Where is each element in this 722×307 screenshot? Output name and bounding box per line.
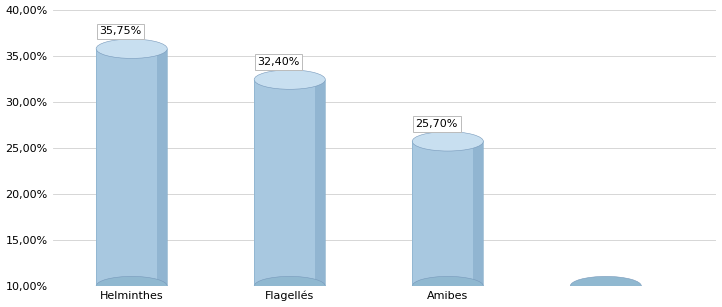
Bar bbox=[254, 80, 326, 286]
Ellipse shape bbox=[96, 39, 168, 58]
Bar bbox=[315, 80, 326, 286]
Bar bbox=[631, 286, 641, 307]
Bar bbox=[157, 49, 168, 286]
Ellipse shape bbox=[570, 276, 641, 296]
Ellipse shape bbox=[254, 276, 326, 296]
Bar bbox=[473, 141, 483, 286]
Text: 32,40%: 32,40% bbox=[257, 57, 300, 67]
Text: 25,70%: 25,70% bbox=[415, 119, 458, 129]
Ellipse shape bbox=[412, 132, 483, 151]
Text: 35,75%: 35,75% bbox=[100, 26, 142, 36]
Bar bbox=[412, 141, 483, 286]
Ellipse shape bbox=[254, 70, 326, 89]
Text: 6,15%: 6,15% bbox=[0, 306, 1, 307]
Bar bbox=[570, 286, 641, 307]
Ellipse shape bbox=[412, 276, 483, 296]
Ellipse shape bbox=[96, 276, 168, 296]
Bar bbox=[96, 49, 168, 286]
